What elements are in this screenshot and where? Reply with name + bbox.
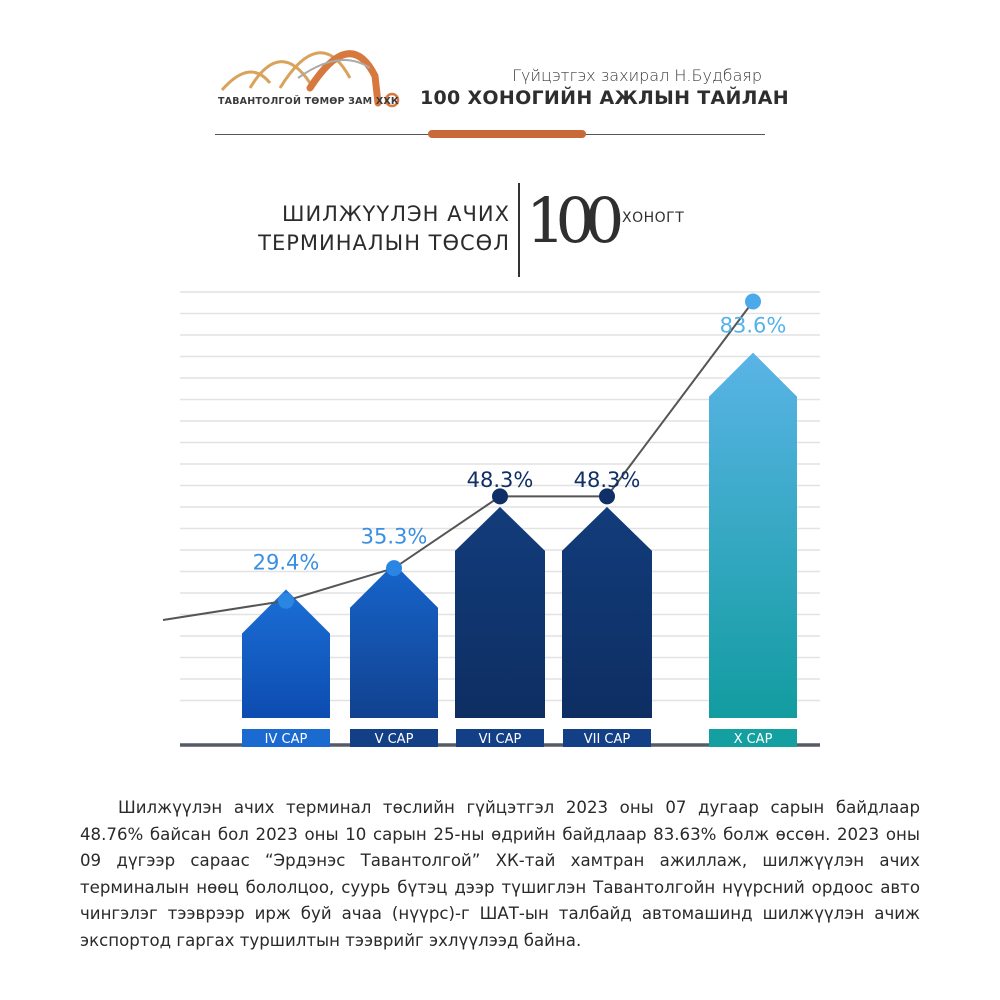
bar <box>709 352 797 718</box>
body-text: Шилжүүлэн ачих терминал төслийн гүйцэтгэ… <box>80 795 920 954</box>
trend-point <box>492 488 508 505</box>
title-divider <box>518 183 520 277</box>
big-number-unit: ХОНОГТ <box>622 210 685 226</box>
category-label-bg <box>242 729 330 747</box>
body-paragraph: Шилжүүлэн ачих терминал төслийн гүйцэтгэ… <box>80 798 920 950</box>
bar <box>455 506 545 718</box>
data-label: 48.3% <box>574 468 641 492</box>
data-label: 83.6% <box>720 314 787 338</box>
header-subtitle: Гүйцэтгэх захирал Н.Будбаяр <box>512 66 762 85</box>
category-label: X САР <box>734 732 773 747</box>
category-label: VI САР <box>479 732 522 747</box>
category-label-bg <box>456 729 544 747</box>
trend-point <box>599 488 615 505</box>
category-label: IV САР <box>265 732 308 747</box>
category-label: VII САР <box>584 732 631 747</box>
data-label: 48.3% <box>467 468 534 492</box>
bar <box>242 589 330 718</box>
category-label-bg <box>709 729 797 747</box>
bar <box>562 506 652 718</box>
data-label: 35.3% <box>361 525 428 549</box>
chart-trend-line <box>162 293 761 621</box>
category-label-bg <box>350 729 438 747</box>
project-title-line-2: ТЕРМИНАЛЫН ТӨСӨЛ <box>258 231 510 255</box>
trend-point <box>745 293 761 310</box>
trend-point <box>386 560 402 577</box>
project-title-line-1: ШИЛЖҮҮЛЭН АЧИХ <box>281 202 510 226</box>
project-title: ШИЛЖҮҮЛЭН АЧИХ ТЕРМИНАЛЫН ТӨСӨЛ <box>180 200 510 258</box>
company-name: ТАВАНТОЛГОЙ ТӨМӨР ЗАМ ХХК <box>218 96 399 107</box>
category-label: V САР <box>375 732 414 747</box>
header-title: 100 ХОНОГИЙН АЖЛЫН ТАЙЛАН <box>420 87 789 109</box>
company-logo <box>220 50 400 108</box>
trend-line <box>162 300 754 621</box>
bar <box>350 563 438 718</box>
chart-value-labels: 29.4% 35.3% 48.3% 48.3% 83.6% <box>253 314 787 575</box>
category-label-bg <box>563 729 651 747</box>
chart-bars <box>242 352 797 718</box>
data-label: 29.4% <box>253 551 320 575</box>
chart-category-labels: IV САР V САР VI САР VII САР X САР <box>242 729 797 747</box>
header-accent-bar <box>428 130 586 138</box>
trend-point <box>278 592 294 609</box>
big-number: 100 <box>526 184 624 257</box>
